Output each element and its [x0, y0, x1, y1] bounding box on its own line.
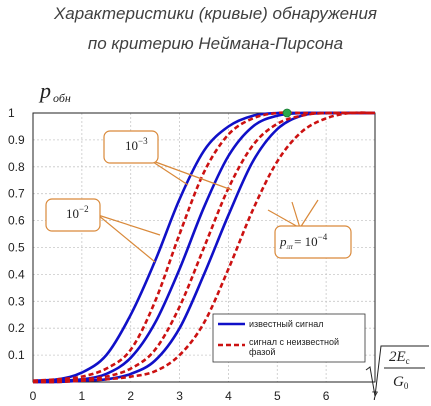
legend-label-unknown-phase: сигнал с неизвестной фазой — [249, 337, 339, 357]
plot-frame — [32, 112, 376, 383]
chart-title-line-2: по критерию Неймана-Пирсона — [87, 34, 344, 53]
x-tick-label: 3 — [176, 389, 183, 403]
y-tick-label: 0.5 — [8, 241, 25, 255]
y-tick-label: 0.8 — [8, 160, 25, 174]
unknown-phase-curve-1 — [32, 111, 375, 382]
unknown-phase-curve-2 — [32, 111, 376, 384]
callout-3-box — [274, 225, 352, 259]
callout-3-leader-a — [267, 209, 301, 229]
axis-ticks: 0 1 2 3 4 5 6 70.10.20.30.40.50.60.70.80.91 — [8, 106, 379, 403]
y-axis-label-sub: обн — [53, 91, 71, 105]
callout-3-label: pлт= 10−4 — [279, 232, 328, 251]
callout-3-leader-c — [299, 199, 319, 229]
callout-3-leader-b — [291, 201, 301, 229]
callout-2-label: 10−2 — [66, 204, 89, 221]
y-tick-label: 1 — [8, 106, 15, 120]
y-tick-label: 0.3 — [8, 294, 25, 308]
series-group — [32, 108, 376, 384]
x-tick-label: 5 — [274, 389, 281, 403]
y-tick-label: 0.1 — [8, 348, 25, 362]
callout-1-box — [103, 130, 159, 164]
y-tick-label: 0.7 — [8, 187, 25, 201]
y-axis-label: p обн — [38, 78, 71, 105]
y-tick-label: 0.6 — [8, 214, 25, 228]
y-tick-label: 0.9 — [8, 133, 25, 147]
x-tick-label: 0 — [30, 389, 37, 403]
y-tick-label: 0.4 — [8, 267, 25, 281]
x-axis-label: 2Ec G0 — [365, 345, 429, 397]
callout-2-leader-a — [97, 214, 161, 236]
callouts-group: 10−3 10−2 pлт= 10−4 — [45, 130, 352, 263]
chart-title-line-1: Характеристики (кривые) обнаружения — [53, 4, 378, 23]
legend: известный сигнал сигнал с неизвестной фа… — [212, 313, 366, 363]
x-tick-label: 2 — [127, 389, 134, 403]
saturation-marker — [282, 108, 292, 118]
legend-label-known: известный сигнал — [249, 319, 323, 329]
x-tick-label: 4 — [225, 389, 232, 403]
callout-2-box — [45, 198, 101, 232]
x-label-numerator: 2Ec — [389, 349, 410, 366]
x-tick-label: 1 — [79, 389, 86, 403]
x-label-denominator: G0 — [393, 374, 409, 391]
unknown-phase-curve-3 — [32, 111, 376, 384]
y-tick-label: 0.2 — [8, 321, 25, 335]
callout-1-leader-a — [149, 159, 189, 186]
callout-1-leader-b — [149, 159, 233, 191]
callout-2-leader-b — [97, 214, 156, 263]
callout-1-label: 10−3 — [125, 136, 148, 153]
x-tick-label: 6 — [323, 389, 330, 403]
